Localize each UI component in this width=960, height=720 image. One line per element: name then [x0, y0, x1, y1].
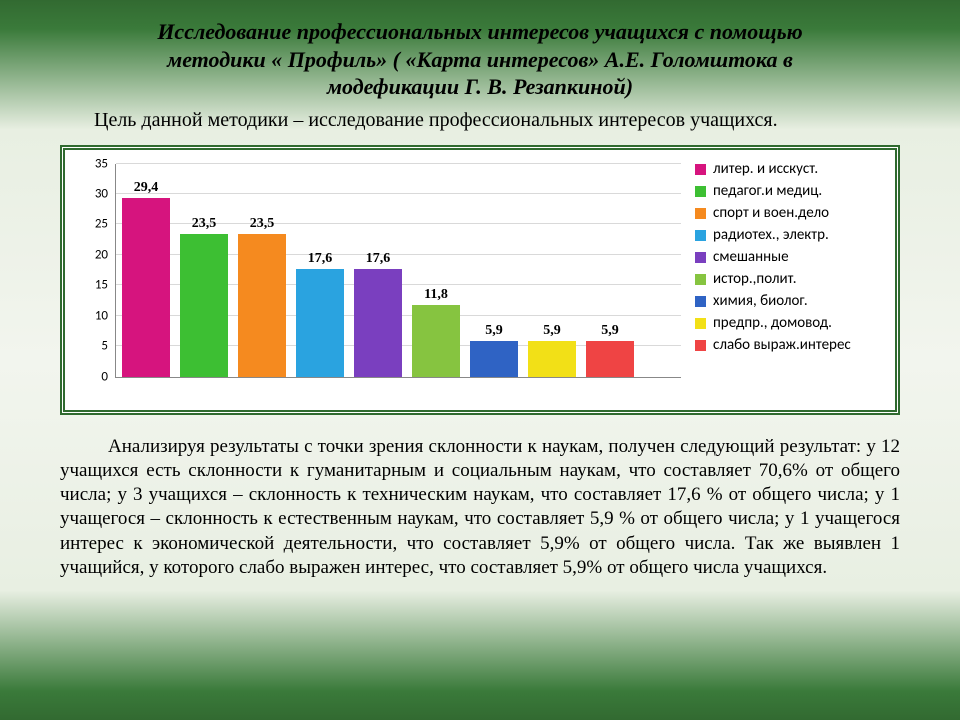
bar-value-label: 5,9 — [601, 323, 619, 339]
bar-slot: 5,9 — [528, 164, 576, 377]
bar: 17,6 — [354, 269, 402, 376]
bar: 5,9 — [528, 341, 576, 377]
subtitle: Цель данной методики – исследование проф… — [60, 107, 900, 133]
bar-slot: 5,9 — [470, 164, 518, 377]
legend-label: педагог.и медиц. — [713, 184, 822, 199]
legend-swatch — [695, 208, 706, 219]
legend-swatch — [695, 274, 706, 285]
legend-item: предпр., домовод. — [695, 316, 885, 331]
subtitle-text: Цель данной методики – исследование проф… — [94, 109, 778, 131]
legend-item: педагог.и медиц. — [695, 184, 885, 199]
page-title: Исследование профессиональных интересов … — [60, 18, 900, 101]
legend-item: радиотех., электр. — [695, 228, 885, 243]
y-tick: 15 — [95, 278, 116, 293]
legend-item: химия, биолог. — [695, 294, 885, 309]
legend-swatch — [695, 164, 706, 175]
bar: 29,4 — [122, 198, 170, 377]
y-tick: 35 — [95, 156, 116, 171]
body-paragraph: Анализируя результаты с точки зрения скл… — [60, 435, 900, 581]
legend-swatch — [695, 186, 706, 197]
bar-value-label: 29,4 — [134, 180, 159, 196]
bar-value-label: 17,6 — [366, 251, 391, 267]
legend-swatch — [695, 252, 706, 263]
y-tick: 10 — [95, 308, 116, 323]
bar-slot: 5,9 — [586, 164, 634, 377]
bar-value-label: 5,9 — [485, 323, 503, 339]
bar-value-label: 23,5 — [250, 216, 275, 232]
legend-swatch — [695, 318, 706, 329]
bar: 5,9 — [470, 341, 518, 377]
bar-slot: 29,4 — [122, 164, 170, 377]
legend-label: истор.,полит. — [713, 272, 797, 287]
y-tick: 20 — [95, 247, 116, 262]
legend-label: литер. и исскуст. — [713, 162, 818, 177]
title-line-1: Исследование профессиональных интересов … — [157, 19, 802, 44]
legend-label: предпр., домовод. — [713, 316, 832, 331]
bar: 23,5 — [238, 234, 286, 377]
legend-label: радиотех., электр. — [713, 228, 829, 243]
title-line-2: методики « Профиль» ( «Карта интересов» … — [167, 47, 793, 72]
y-tick: 0 — [101, 369, 116, 384]
bar-value-label: 23,5 — [192, 216, 217, 232]
y-tick: 5 — [101, 339, 116, 354]
legend-label: химия, биолог. — [713, 294, 808, 309]
bar: 17,6 — [296, 269, 344, 376]
bar-value-label: 11,8 — [424, 287, 448, 303]
legend-item: спорт и воен.дело — [695, 206, 885, 221]
bar: 5,9 — [586, 341, 634, 377]
y-tick: 30 — [95, 186, 116, 201]
bar-slot: 17,6 — [354, 164, 402, 377]
legend-item: смешанные — [695, 250, 885, 265]
bar: 23,5 — [180, 234, 228, 377]
bar-value-label: 17,6 — [308, 251, 333, 267]
legend-item: истор.,полит. — [695, 272, 885, 287]
y-tick: 25 — [95, 217, 116, 232]
bars-container: 29,423,523,517,617,611,85,95,95,9 — [116, 164, 681, 377]
bar-slot: 17,6 — [296, 164, 344, 377]
legend-item: литер. и исскуст. — [695, 162, 885, 177]
bar-slot: 23,5 — [238, 164, 286, 377]
legend-swatch — [695, 340, 706, 351]
chart-frame: 0510152025303529,423,523,517,617,611,85,… — [60, 145, 900, 415]
chart-legend: литер. и исскуст. педагог.и медиц. спорт и… — [689, 158, 891, 402]
legend-swatch — [695, 296, 706, 307]
legend-item: слабо выраж.интерес — [695, 338, 885, 353]
title-line-3: модефикации Г. В. Резапкиной) — [327, 74, 633, 99]
bar-value-label: 5,9 — [543, 323, 561, 339]
legend-label: смешанные — [713, 250, 789, 265]
bar: 11,8 — [412, 305, 460, 377]
bar-slot: 23,5 — [180, 164, 228, 377]
legend-label: слабо выраж.интерес — [713, 338, 851, 353]
bar-slot: 11,8 — [412, 164, 460, 377]
chart-plot-area: 0510152025303529,423,523,517,617,611,85,… — [69, 158, 689, 402]
legend-swatch — [695, 230, 706, 241]
legend-label: спорт и воен.дело — [713, 206, 829, 221]
